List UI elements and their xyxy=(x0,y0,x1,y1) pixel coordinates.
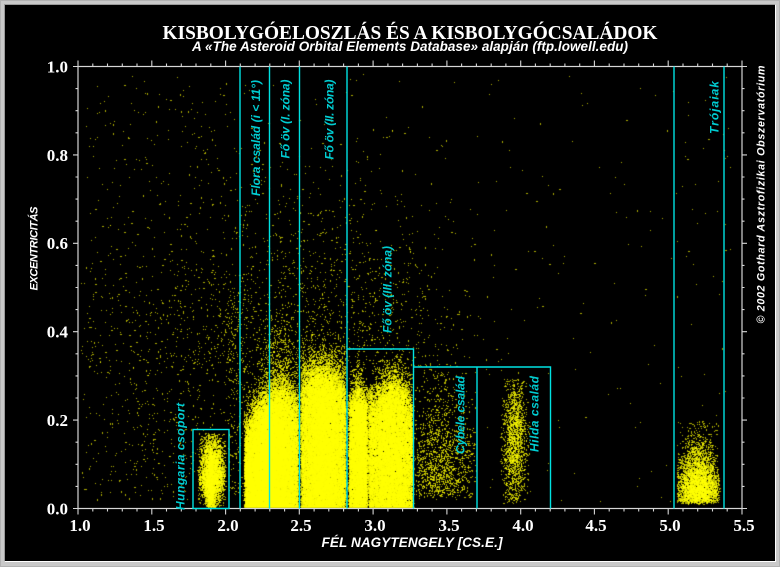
svg-text:0.4: 0.4 xyxy=(47,323,69,342)
svg-text:2.5: 2.5 xyxy=(290,516,311,535)
svg-text:KISBOLYGÓELOSZLÁS ÉS A KISBOLY: KISBOLYGÓELOSZLÁS ÉS A KISBOLYGÓCSALÁDOK xyxy=(163,20,658,44)
svg-text:Flora család (i < 11°): Flora család (i < 11°) xyxy=(249,80,263,196)
svg-text:© 2002 Gothard Asztrofizikai O: © 2002 Gothard Asztrofizikai Obszervatór… xyxy=(756,65,768,323)
svg-text:Hungaria csoport: Hungaria csoport xyxy=(174,402,188,510)
svg-text:5.0: 5.0 xyxy=(659,516,680,535)
svg-text:FÉL NAGYTENGELY [CS.E.]: FÉL NAGYTENGELY [CS.E.] xyxy=(322,535,504,550)
svg-text:Cybele család: Cybele család xyxy=(454,375,468,454)
svg-text:Hilda család: Hilda család xyxy=(528,375,542,452)
svg-text:5.5: 5.5 xyxy=(733,516,754,535)
svg-text:A «The Asteroid Orbital Elemen: A «The Asteroid Orbital Elements Databas… xyxy=(191,39,629,54)
svg-text:4.0: 4.0 xyxy=(512,516,533,535)
svg-text:Trójaiak: Trójaiak xyxy=(708,80,722,134)
svg-text:Fő öv (II. zóna): Fő öv (II. zóna) xyxy=(323,80,337,160)
svg-text:1.0: 1.0 xyxy=(47,57,68,76)
svg-text:3.0: 3.0 xyxy=(364,516,385,535)
svg-text:4.5: 4.5 xyxy=(585,516,606,535)
svg-text:0.8: 0.8 xyxy=(47,146,68,165)
svg-text:Fő öv (III. zóna): Fő öv (III. zóna) xyxy=(381,246,395,333)
svg-text:1.5: 1.5 xyxy=(143,516,164,535)
svg-text:0.0: 0.0 xyxy=(47,499,68,518)
svg-text:0.6: 0.6 xyxy=(47,234,68,253)
svg-text:EXCENTRICITÁS: EXCENTRICITÁS xyxy=(28,206,41,291)
svg-text:2.0: 2.0 xyxy=(217,516,238,535)
svg-text:Fő öv (I. zóna): Fő öv (I. zóna) xyxy=(279,80,293,159)
svg-text:3.5: 3.5 xyxy=(438,516,459,535)
svg-text:1.0: 1.0 xyxy=(69,516,90,535)
svg-text:0.2: 0.2 xyxy=(47,411,68,430)
